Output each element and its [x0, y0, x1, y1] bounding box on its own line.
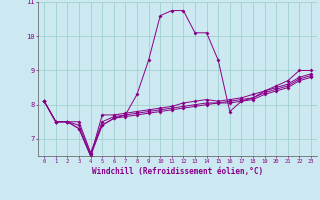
X-axis label: Windchill (Refroidissement éolien,°C): Windchill (Refroidissement éolien,°C) [92, 167, 263, 176]
